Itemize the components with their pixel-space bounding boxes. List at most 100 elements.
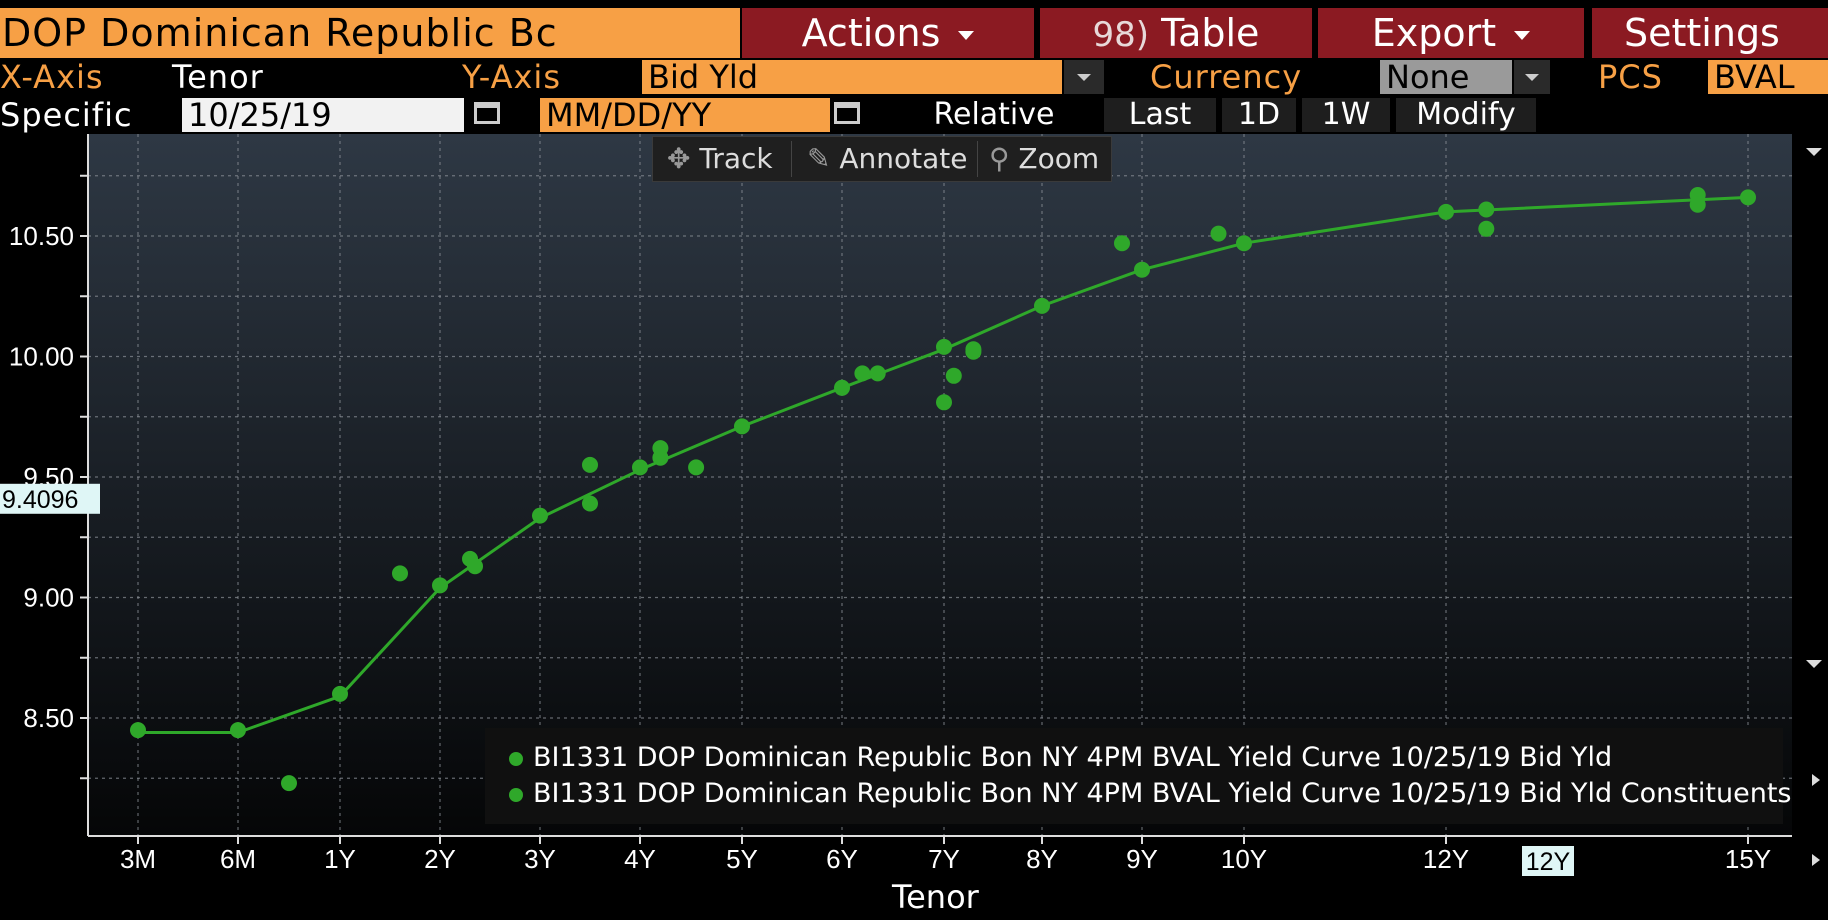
constituent-point xyxy=(632,459,648,476)
y-axis-dropdown-icon[interactable] xyxy=(1064,60,1104,94)
annotate-label: Annotate xyxy=(839,142,968,175)
x-tick-label: 3M xyxy=(120,844,156,874)
constituent-point xyxy=(869,365,886,382)
constituent-point xyxy=(392,565,408,582)
constituent-point xyxy=(1236,235,1252,252)
date-input[interactable]: 10/25/19 xyxy=(182,98,464,132)
magnifier-icon: ⚲ xyxy=(989,142,1010,175)
y-tick-label: 8.50 xyxy=(23,703,74,733)
crosshair-x-box xyxy=(1522,846,1574,876)
modify-button[interactable]: Modify xyxy=(1396,98,1536,132)
series-layer xyxy=(130,187,1756,792)
constituent-point xyxy=(936,338,952,355)
constituent-point xyxy=(230,722,246,739)
legend-curve-label: BI1331 DOP Dominican Republic Bon NY 4PM… xyxy=(533,742,1613,773)
actions-label: Actions xyxy=(801,11,941,55)
x-tick-label: 7Y xyxy=(928,844,960,874)
calendar-icon[interactable] xyxy=(834,102,860,124)
constituent-point xyxy=(130,722,146,739)
constituent-point xyxy=(582,456,598,473)
constituent-point xyxy=(1034,297,1050,314)
y-axis-select[interactable]: Bid Yld xyxy=(642,60,1062,94)
constituent-point xyxy=(854,365,871,382)
constituent-point xyxy=(1689,196,1706,213)
zoom-label: Zoom xyxy=(1018,142,1100,175)
plot-background xyxy=(88,134,1792,836)
pcs-field[interactable]: BVAL xyxy=(1708,60,1828,94)
specific-label: Specific xyxy=(0,96,133,134)
x-tick-label: 2Y xyxy=(424,844,456,874)
crosshair-y-box xyxy=(0,483,100,514)
last-button[interactable]: Last xyxy=(1104,98,1216,132)
x-tick-label: 5Y xyxy=(726,844,758,874)
constituent-point xyxy=(1438,203,1454,220)
currency-select[interactable]: None xyxy=(1380,60,1512,94)
chart-legend: BI1331 DOP Dominican Republic Bon NY 4PM… xyxy=(485,728,1791,824)
range-1d-button[interactable]: 1D xyxy=(1222,98,1296,132)
table-button[interactable]: 98) Table xyxy=(1040,8,1312,58)
legend-constituents-label: BI1331 DOP Dominican Republic Bon NY 4PM… xyxy=(533,778,1792,809)
constituent-point xyxy=(582,495,598,512)
legend-swatch xyxy=(509,751,523,766)
constituent-point xyxy=(965,343,982,360)
settings-button[interactable]: Settings xyxy=(1592,8,1828,58)
constituent-point xyxy=(281,775,297,792)
currency-dropdown-icon[interactable] xyxy=(1514,60,1550,94)
table-label: Table xyxy=(1161,11,1260,55)
x-tick-label: 8Y xyxy=(1026,844,1058,874)
y-tick-label: 10.00 xyxy=(9,342,74,372)
compare-date-input[interactable]: MM/DD/YY xyxy=(540,98,830,132)
chevron-down-icon xyxy=(1514,31,1531,40)
constituent-point xyxy=(834,379,850,396)
constituent-point xyxy=(945,367,962,384)
x-tick-label: 15Y xyxy=(1725,844,1771,874)
calendar-icon[interactable] xyxy=(474,102,500,124)
x-tick-label: 6M xyxy=(220,844,256,874)
arrow-right-icon xyxy=(1812,774,1820,786)
annotate-tool[interactable]: ✎ Annotate xyxy=(807,137,968,181)
chart-toolbar: ✥ Track ✎ Annotate ⚲ Zoom xyxy=(652,136,1112,182)
range-1w-button[interactable]: 1W xyxy=(1302,98,1390,132)
track-label: Track xyxy=(699,142,773,175)
currency-label: Currency xyxy=(1150,58,1303,96)
constituent-point xyxy=(532,507,548,524)
constituent-point xyxy=(652,440,669,457)
actions-menu-button[interactable]: Actions xyxy=(742,8,1034,58)
scroll-down-icon xyxy=(1806,660,1822,668)
relative-button[interactable]: Relative xyxy=(892,98,1096,132)
x-tick-label: 4Y xyxy=(624,844,656,874)
crosshair-icon: ✥ xyxy=(667,142,691,175)
x-tick-label: 3Y xyxy=(524,844,556,874)
constituent-point xyxy=(1478,220,1495,237)
constituent-point xyxy=(332,685,348,702)
x-tick-label: 6Y xyxy=(826,844,858,874)
zoom-tool[interactable]: ⚲ Zoom xyxy=(989,137,1099,181)
legend-item-curve[interactable]: BI1331 DOP Dominican Republic Bon NY 4PM… xyxy=(509,740,1612,776)
x-axis-value[interactable]: Tenor xyxy=(172,58,264,96)
constituent-point xyxy=(688,459,705,476)
constituent-point xyxy=(734,418,750,435)
y-tick-label: 9.00 xyxy=(23,583,74,613)
pencil-icon: ✎ xyxy=(807,142,831,175)
export-label: Export xyxy=(1371,11,1497,55)
constituent-point xyxy=(1114,235,1130,252)
crosshair-y-label: 9.4096 xyxy=(2,486,78,514)
x-axis-label: X-Axis xyxy=(0,58,104,96)
constituent-point xyxy=(1134,261,1150,278)
title-bar: DOP Dominican Republic Bc Actions 98) Ta… xyxy=(0,0,1828,58)
axis-selector-bar: X-Axis Tenor Y-Axis Bid Yld Currency Non… xyxy=(0,58,1828,96)
x-tick-label: 1Y xyxy=(324,844,356,874)
security-title[interactable]: DOP Dominican Republic Bc xyxy=(0,8,740,58)
grid-lines xyxy=(88,134,1792,836)
y-tick-label: 10.50 xyxy=(9,221,74,251)
legend-item-constituents[interactable]: BI1331 DOP Dominican Republic Bon NY 4PM… xyxy=(509,776,1791,812)
curve-line xyxy=(138,195,1749,734)
scroll-up-icon xyxy=(1806,148,1822,156)
constituent-point xyxy=(1478,201,1495,218)
export-menu-button[interactable]: Export xyxy=(1318,8,1584,58)
constituent-point xyxy=(467,558,483,575)
track-tool[interactable]: ✥ Track xyxy=(667,137,773,181)
constituent-point xyxy=(432,577,448,594)
